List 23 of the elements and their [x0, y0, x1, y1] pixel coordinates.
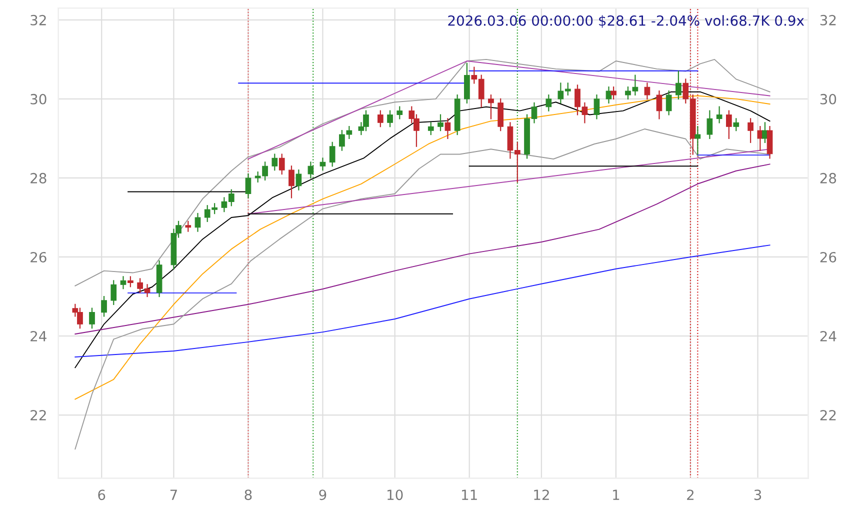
y-tick-label: 26	[30, 252, 46, 262]
y2-tick-label: 22	[820, 410, 836, 420]
x-tick-label: 10	[388, 490, 403, 500]
x-tick-label: 8	[244, 490, 252, 500]
x-tick-label: 12	[534, 490, 549, 500]
y2-tick-label: 24	[820, 330, 836, 342]
y2-tick-label: 32	[820, 14, 836, 26]
y-tick-label: 24	[30, 330, 46, 342]
y-tick-label: 32	[30, 14, 46, 26]
x-tick-label: 7	[170, 490, 177, 500]
chart-title: 2026.03.06 00:00:00 $28.61 -2.04% vol:68.7K 0.9x	[448, 15, 804, 28]
y2-tick-label: 26	[820, 252, 836, 262]
x-tick-label: 1	[613, 490, 620, 500]
x-tick-label: 2	[687, 490, 694, 500]
x-tick-label: 3	[754, 490, 762, 500]
y2-tick-label: 30	[820, 94, 836, 104]
y-tick-label: 28	[30, 172, 46, 184]
x-tick-label: 11	[462, 490, 477, 500]
y-tick-label: 22	[30, 410, 46, 420]
y-tick-label: 30	[30, 94, 46, 104]
x-tick-label: 9	[319, 490, 326, 500]
x-tick-label: 6	[98, 490, 106, 500]
y2-tick-label: 28	[820, 172, 836, 184]
